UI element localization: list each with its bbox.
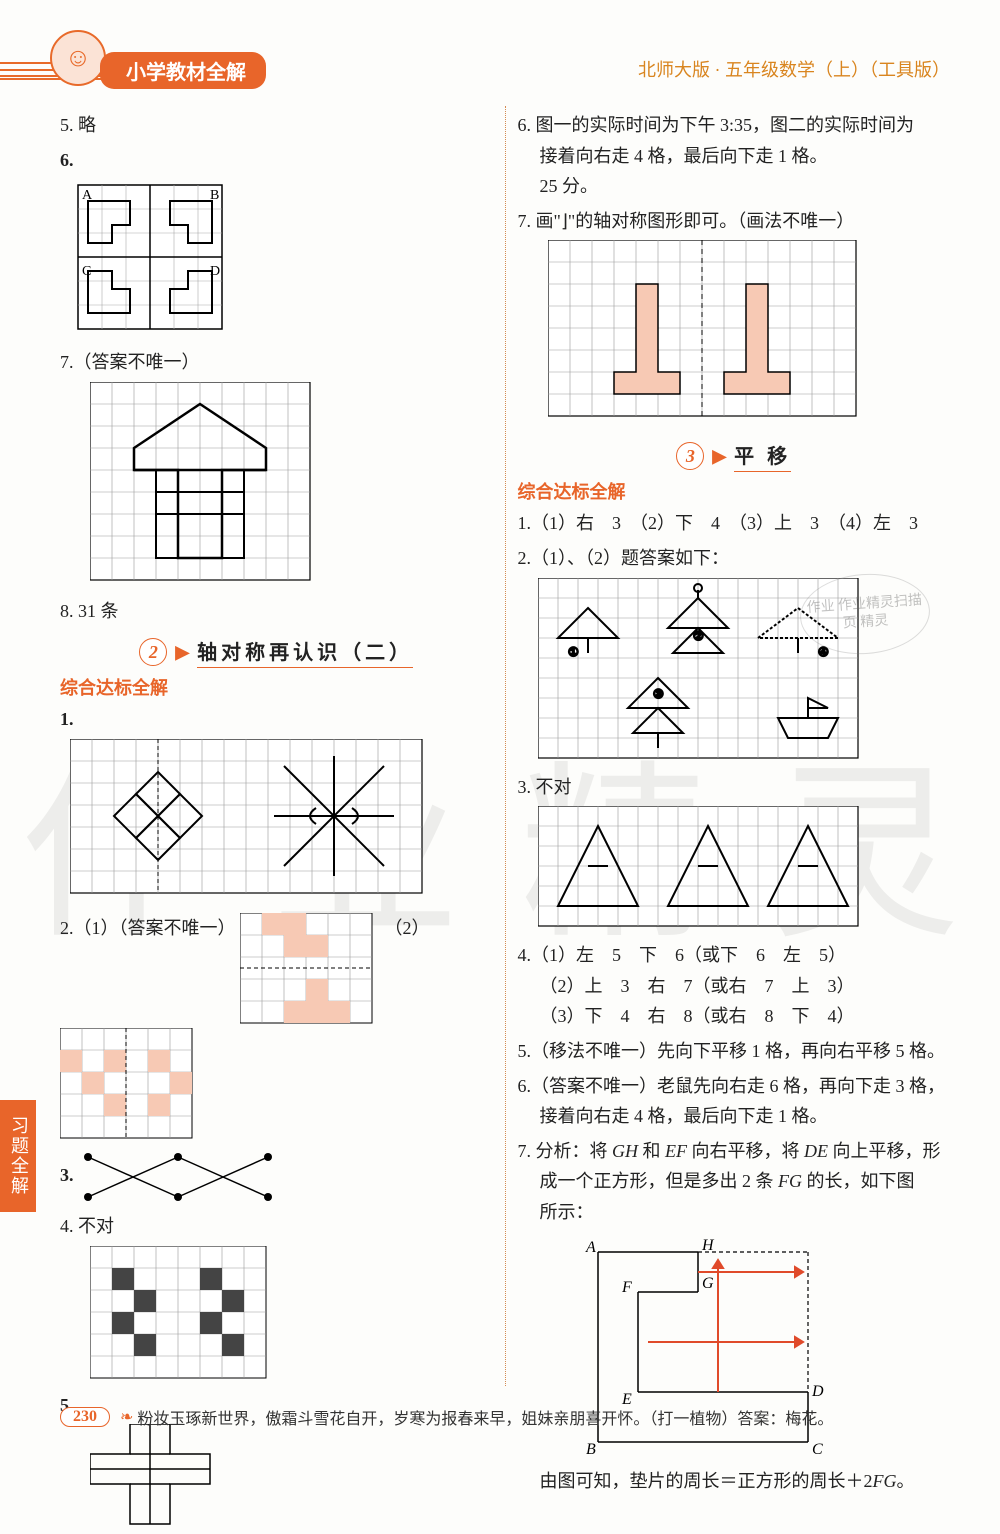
r-q3: 3. 不对 (518, 772, 951, 803)
right-column: 作业 作业精灵扫描页 精灵 6. 图一的实际时间为下午 3:35，图二的实际时间… (518, 106, 951, 1386)
r-q2: 2.（1）、（2）题答案如下： (518, 543, 951, 574)
r-q7c: 所示： (518, 1197, 951, 1228)
q7: 7.（答案不唯一） (60, 347, 493, 378)
label-G: G (702, 1275, 714, 1292)
l-q1-figure (70, 739, 450, 909)
r-q7b: 成一个正方形，但是多出 2 条 FG 的长，如下图 (518, 1166, 951, 1197)
l-q1-num: 1. (60, 709, 74, 729)
r-q2-figure: ① ② ④ ③ (538, 578, 878, 768)
label-D: D (210, 264, 220, 279)
r-q7-end: 由图可知，垫片的周长＝正方形的周长＋2FG。 (518, 1466, 951, 1497)
section-number: 2 (139, 638, 167, 666)
r-q6: 6. 图一的实际时间为下午 3:35，图二的实际时间为 接着向右走 4 格，最后… (518, 110, 951, 202)
q7-figure (90, 382, 330, 592)
r-q3-figure (538, 806, 878, 936)
label-F: F (621, 1279, 632, 1296)
section-3-header: 3 ▶ 平 移 (518, 440, 951, 472)
leaf-icon: ❧ (120, 1407, 133, 1427)
r-q4c: （3）下 4 右 8（或右 8 下 4） (518, 1001, 951, 1032)
r-q7t: 7. 分析：将 GH 和 EF 向右平移，将 DE 向上平移，形 成一个正方形，… (518, 1136, 951, 1228)
page-number: 230 (60, 1407, 110, 1427)
side-tab: 习题全解 (0, 1100, 36, 1212)
l-q2a-figure (240, 913, 380, 1028)
r-q7: 7. 画"⌋"的轴对称图形即可。（画法不唯一） (518, 206, 951, 237)
header-right-text: 北师大版 · 五年级数学（上）（工具版） (638, 56, 950, 82)
label-H: H (701, 1237, 715, 1254)
q6-num: 6. (60, 150, 74, 170)
column-divider (505, 106, 506, 1386)
section-arrow-icon: ▶ (712, 446, 726, 467)
mascot-icon: ☺ (50, 30, 106, 86)
svg-text:③: ③ (653, 687, 664, 701)
l-q3: 3. (60, 1147, 493, 1207)
l-q3-figure (78, 1147, 278, 1207)
l-q2: 2.（1）（答案不唯一） （2） (60, 913, 493, 1143)
page: 习题全解 ☺ 小学教材全解 北师大版 · 五年级数学（上）（工具版） 作 业 精… (0, 0, 1000, 1445)
l-q5b-figure (90, 1424, 230, 1534)
r-q6-line1: 6. 图一的实际时间为下午 3:35，图二的实际时间为 (518, 110, 951, 141)
footer-text: 粉妆玉琢新世界，傲霜斗雪花自开，岁寒为报春来早，姐妹亲朋喜开怀。（打一植物）答案… (137, 1405, 833, 1429)
section-2-header: 2 ▶ 轴对称再认识（二） (60, 636, 493, 668)
r-q7-figure (548, 240, 868, 430)
l-q4: 4. 不对 (60, 1211, 493, 1242)
label-C: C (82, 264, 91, 279)
r-q6-line3: 25 分。 (518, 171, 951, 202)
r-q6t-a: 6.（答案不唯一）老鼠先向右走 6 格，再向下走 3 格， (518, 1071, 951, 1102)
book-title: 小学教材全解 (100, 52, 266, 89)
r-q5: 5.（移法不唯一）先向下平移 1 格，再向右平移 5 格。 (518, 1036, 951, 1067)
q6: 6. (60, 145, 493, 344)
r-q4: 4.（1）左 5 下 6（或下 6 左 5） （2）上 3 右 7（或右 7 上… (518, 940, 951, 1032)
columns: 5. 略 6. (60, 106, 950, 1386)
l-q2-text: 2.（1）（答案不唯一） (60, 918, 236, 938)
r-q4b: （2）上 3 右 7（或右 7 上 3） (518, 971, 951, 1002)
r-q4a: 4.（1）左 5 下 6（或下 6 左 5） (518, 940, 951, 971)
left-column: 5. 略 6. (60, 106, 493, 1386)
l-q2b-figure (60, 1028, 200, 1143)
q8: 8. 31 条 (60, 596, 493, 627)
r-q6-line2: 接着向右走 4 格，最后向下走 1 格。 (518, 141, 951, 172)
l-q3-num: 3. (60, 1165, 74, 1185)
l-q2-part2: （2） (385, 918, 430, 938)
label-B: B (210, 188, 219, 203)
q6-figure: A B C D (68, 175, 236, 343)
page-footer: 230 ❧ 粉妆玉琢新世界，傲霜斗雪花自开，岁寒为报春来早，姐妹亲朋喜开怀。（打… (60, 1405, 950, 1429)
r-q6t: 6.（答案不唯一）老鼠先向右走 6 格，再向下走 3 格， 接着向右走 4 格，… (518, 1071, 951, 1132)
label-C: C (812, 1441, 823, 1458)
r-q7a-text: 7. 分析：将 GH 和 EF 向右平移，将 DE 向上平移，形 (518, 1141, 941, 1161)
section-title: 轴对称再认识（二） (197, 636, 413, 668)
r-q1: 1.（1）右 3 （2）下 4 （3）上 3 （4）左 3 (518, 508, 951, 539)
q5: 5. 略 (60, 110, 493, 141)
section-arrow-icon: ▶ (175, 642, 189, 663)
label-D: D (811, 1383, 824, 1400)
subheader: 综合达标全解 (60, 674, 493, 700)
subheader-r: 综合达标全解 (518, 478, 951, 504)
svg-text:②: ② (693, 629, 704, 643)
label-B: B (586, 1441, 596, 1458)
l-q1: 1. (60, 704, 493, 735)
section-title: 平 移 (734, 440, 791, 472)
section-number: 3 (676, 442, 704, 470)
label-A: A (82, 188, 93, 203)
svg-text:④: ④ (818, 645, 829, 659)
r-q6t-b: 接着向右走 4 格，最后向下走 1 格。 (518, 1101, 951, 1132)
header: ☺ 小学教材全解 北师大版 · 五年级数学（上）（工具版） (60, 40, 950, 96)
r-q7a: 7. 分析：将 GH 和 EF 向右平移，将 DE 向上平移，形 (518, 1136, 951, 1167)
label-A: A (585, 1239, 596, 1256)
svg-text:①: ① (568, 645, 579, 659)
l-q4-figure (90, 1246, 280, 1386)
